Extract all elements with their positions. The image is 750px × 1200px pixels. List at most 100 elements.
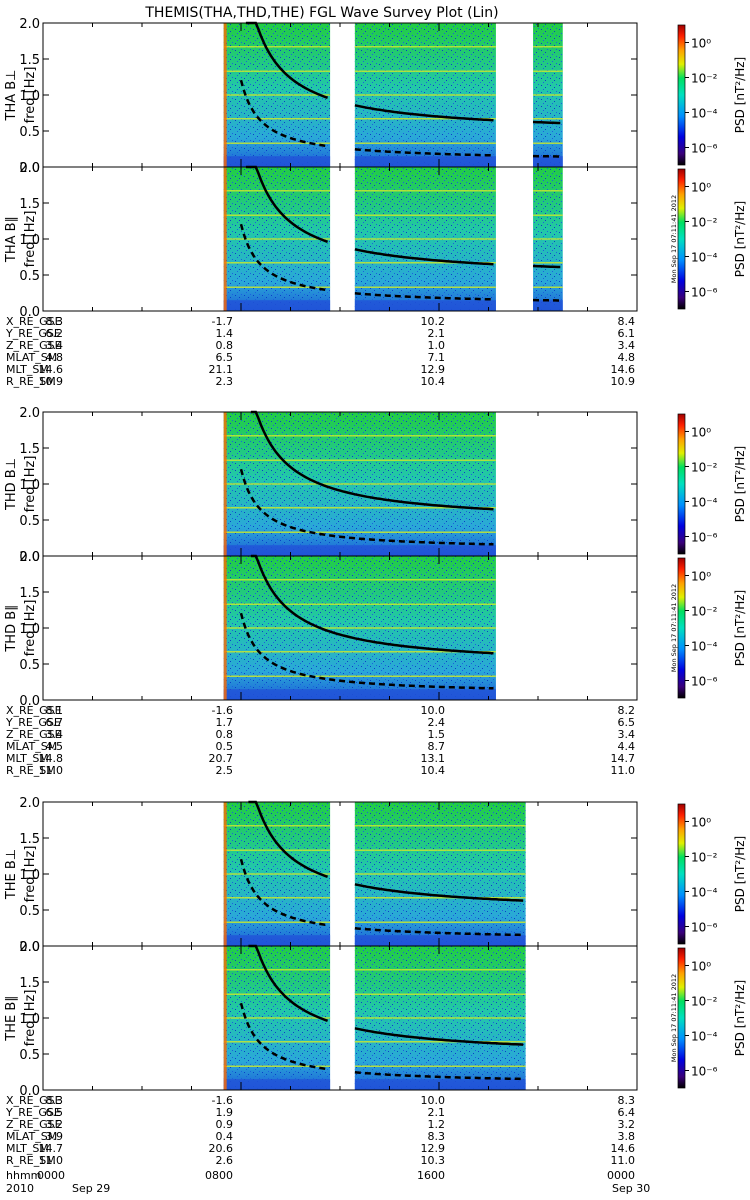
- ephemeris-value: 3.9: [46, 1130, 64, 1143]
- colorbar: 10⁰ 10⁻² 10⁻⁴ 10⁻⁶ PSD [nT²/Hz]: [677, 24, 747, 166]
- gyro-curve-solid: [532, 264, 561, 269]
- panel-name-label: THE B⊥: [4, 849, 19, 900]
- gyro-curve-dashed: [239, 223, 328, 292]
- y-axis-label: freq [Hz]: [23, 846, 38, 903]
- low-frequency-band: [223, 156, 331, 167]
- colorbar-gradient: [677, 803, 686, 945]
- ephemeris-label: Z_RE_GSE: [6, 728, 62, 741]
- ephemeris-value: 3.4: [618, 728, 636, 741]
- ephemeris-value: -1.6: [212, 704, 233, 717]
- spectrogram-panel: 0.0 0.5 1.0 1.5 2.0 freq [Hz] THA B∥ 10⁰ 10⁻² 10⁻…: [4, 161, 747, 320]
- colorbar-tick-label: 10⁻⁶: [691, 286, 718, 300]
- colorbar-gradient: [677, 168, 686, 310]
- ephemeris-label: Y_RE_GSE: [5, 327, 61, 340]
- colorbar-tick-label: 10⁻⁴: [691, 496, 718, 510]
- colorbar-tick-label: 10⁻²: [691, 216, 718, 230]
- gyro-curve-dashed: [239, 79, 328, 148]
- low-frequency-band: [533, 156, 563, 167]
- timestamp-stamp: Mon Sep 17 07:11:41 2012: [670, 584, 678, 672]
- panel-name-label: THA B⊥: [4, 70, 19, 122]
- ephemeris-value: 1.9: [216, 1106, 234, 1119]
- low-frequency-band: [354, 300, 496, 311]
- y-tick-label: 1.5: [19, 197, 40, 212]
- y-tick-label: 1.5: [19, 53, 40, 68]
- gyro-curve-solid: [354, 248, 494, 266]
- colorbar-tick-label: 10⁻⁶: [691, 531, 718, 545]
- colorbar-tick-label: 10⁻⁶: [691, 921, 718, 935]
- gyro-curve-dashed: [354, 926, 524, 937]
- ephemeris-value: 1.2: [428, 1118, 446, 1131]
- low-frequency-band: [354, 156, 496, 167]
- y-tick-label: 2.0: [19, 406, 40, 421]
- interval-edge: [223, 412, 227, 556]
- y-tick-label: 0.5: [19, 514, 40, 529]
- y-tick-label: 0.5: [19, 658, 40, 673]
- gyro-curve-solid: [248, 800, 329, 878]
- gyro-curve-solid: [354, 1027, 524, 1046]
- ephemeris-value: 10.4: [421, 375, 446, 388]
- ephemeris-label: X_RE_GSE: [6, 704, 62, 717]
- gyro-curve-solid: [250, 554, 494, 655]
- ephemeris-value: 11.0: [39, 1154, 64, 1167]
- gyro-curve-dashed: [239, 612, 494, 690]
- ephemeris-value: 10.0: [421, 704, 446, 717]
- colorbar-tick-label: 10⁰: [691, 960, 711, 974]
- y-tick-label: 0.0: [19, 161, 40, 176]
- ephemeris-value: 10.9: [39, 375, 64, 388]
- y-tick-label: 1.0: [19, 622, 40, 637]
- y-axis-label: freq [Hz]: [23, 67, 38, 124]
- ephemeris-value: 20.6: [209, 1142, 234, 1155]
- ephemeris-label: MLT_SM: [6, 363, 49, 376]
- low-frequency-band: [223, 545, 496, 556]
- ephemeris-value: 6.4: [618, 1106, 636, 1119]
- ephemeris-value: 6.5: [618, 716, 636, 729]
- ephemeris-value: 4.4: [618, 740, 636, 753]
- ephemeris-value: 2.1: [428, 327, 446, 340]
- gyro-curve-dashed: [354, 1070, 524, 1081]
- hhmm-value: 0800: [205, 1169, 233, 1182]
- ephemeris-value: 2.4: [428, 716, 446, 729]
- interval-edge: [223, 946, 227, 1090]
- probe-group-the: 0.0 0.5 1.0 1.5 2.0 freq [Hz] THE B⊥ 10⁰ 10⁻² 10⁻…: [4, 796, 747, 1167]
- y-axis-label: freq [Hz]: [23, 211, 38, 268]
- colorbar-label: PSD [nT²/Hz]: [733, 57, 747, 133]
- y-tick-label: 0.0: [19, 305, 40, 320]
- date-start: Sep 29: [72, 1182, 110, 1195]
- gyro-curve-dashed: [239, 1002, 328, 1071]
- colorbar-label: PSD [nT²/Hz]: [733, 836, 747, 912]
- gyro-curve-solid: [248, 944, 329, 1022]
- ephemeris-value: 14.7: [39, 1142, 64, 1155]
- y-tick-label: 0.0: [19, 694, 40, 709]
- ephemeris-value: 8.3: [46, 1094, 64, 1107]
- ephemeris-value: 3.4: [618, 339, 636, 352]
- low-frequency-band: [223, 935, 331, 946]
- spectrogram-panel: 0.0 0.5 1.0 1.5 2.0 freq [Hz] THA B⊥ 10⁰ 10⁻² 10⁻…: [4, 17, 747, 176]
- ephemeris-value: 6.5: [216, 351, 234, 364]
- gyro-curve-solid: [245, 165, 329, 243]
- ephemeris-value: 1.7: [216, 716, 234, 729]
- ephemeris-value: 2.5: [216, 764, 234, 777]
- ephemeris-label: MLAT_SM: [6, 351, 57, 364]
- ephemeris-label: Y_RE_GSE: [5, 1106, 61, 1119]
- ephemeris-value: 3.2: [618, 1118, 636, 1131]
- y-axis-label: freq [Hz]: [23, 600, 38, 657]
- colorbar-tick-label: 10⁻²: [691, 605, 718, 619]
- y-axis-label: freq [Hz]: [23, 990, 38, 1047]
- gyro-curve-dashed: [354, 147, 494, 157]
- colorbar: 10⁰ 10⁻² 10⁻⁴ 10⁻⁶ PSD [nT²/Hz] Mon Sep 17 07…: [670, 947, 747, 1089]
- colorbar-tick-label: 10⁻⁴: [691, 1030, 718, 1044]
- spectrogram-panel: 0.0 0.5 1.0 1.5 2.0 freq [Hz] THE B∥ 10⁰ 10⁻² 10⁻…: [4, 940, 747, 1099]
- colorbar-tick-label: 10⁻⁶: [691, 675, 718, 689]
- hhmm-value: 0000: [607, 1169, 635, 1182]
- colorbar-tick-label: 10⁰: [691, 570, 711, 584]
- colorbar-gradient: [677, 947, 686, 1089]
- colorbar-tick-label: 10⁻⁴: [691, 640, 718, 654]
- ephemeris-value: 8.2: [618, 704, 636, 717]
- ephemeris-label: Y_RE_GSE: [5, 716, 61, 729]
- colorbar-tick-label: 10⁰: [691, 816, 711, 830]
- colorbar-tick-label: 10⁻⁴: [691, 251, 718, 265]
- gyro-curve-dashed: [239, 858, 328, 927]
- low-frequency-band: [223, 300, 331, 311]
